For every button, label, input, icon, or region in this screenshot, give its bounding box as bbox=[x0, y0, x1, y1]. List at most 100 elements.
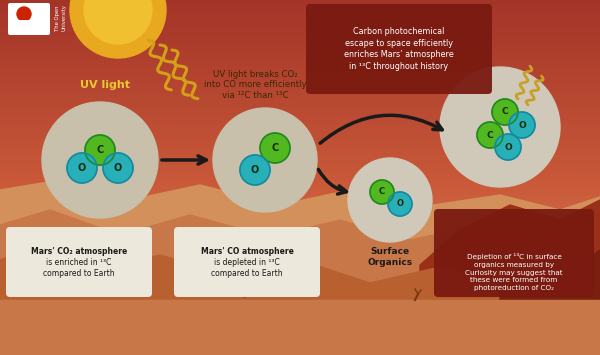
Bar bbox=[0, 191, 600, 195]
Bar bbox=[0, 280, 600, 284]
Bar bbox=[0, 4, 600, 9]
Bar bbox=[0, 324, 600, 328]
Circle shape bbox=[495, 134, 521, 160]
FancyBboxPatch shape bbox=[434, 209, 594, 297]
Polygon shape bbox=[0, 300, 600, 355]
Text: O: O bbox=[78, 163, 86, 173]
Text: The Open
University: The Open University bbox=[55, 5, 66, 32]
Bar bbox=[0, 342, 600, 346]
Bar bbox=[0, 142, 600, 146]
FancyBboxPatch shape bbox=[12, 20, 36, 34]
Bar bbox=[0, 13, 600, 18]
Text: is enriched in ¹³C
compared to Earth: is enriched in ¹³C compared to Earth bbox=[43, 258, 115, 278]
Bar bbox=[0, 89, 600, 93]
Bar bbox=[0, 102, 600, 106]
Bar bbox=[0, 111, 600, 115]
Bar bbox=[0, 320, 600, 324]
Bar bbox=[0, 49, 600, 53]
Bar bbox=[0, 213, 600, 217]
Circle shape bbox=[260, 133, 290, 163]
Bar bbox=[0, 351, 600, 355]
Bar bbox=[0, 115, 600, 120]
Bar bbox=[0, 186, 600, 191]
Bar bbox=[0, 124, 600, 129]
Bar bbox=[0, 262, 600, 266]
FancyBboxPatch shape bbox=[174, 227, 320, 297]
Bar bbox=[0, 288, 600, 293]
Bar bbox=[0, 222, 600, 226]
Circle shape bbox=[103, 153, 133, 183]
Polygon shape bbox=[0, 180, 600, 355]
Circle shape bbox=[492, 99, 518, 125]
Text: Depletion of ¹³C in surface
organics measured by
Curiosity may suggest that
thes: Depletion of ¹³C in surface organics mea… bbox=[465, 253, 563, 291]
Text: C: C bbox=[502, 108, 508, 116]
Bar bbox=[0, 71, 600, 75]
Bar bbox=[0, 328, 600, 333]
Bar bbox=[0, 36, 600, 40]
Bar bbox=[0, 195, 600, 200]
Bar bbox=[0, 217, 600, 222]
Polygon shape bbox=[500, 250, 600, 355]
Bar bbox=[0, 137, 600, 142]
Bar bbox=[0, 22, 600, 27]
Bar bbox=[0, 235, 600, 240]
Bar bbox=[0, 129, 600, 133]
Circle shape bbox=[67, 153, 97, 183]
Bar bbox=[0, 93, 600, 98]
Text: Surface
Organics: Surface Organics bbox=[367, 247, 413, 267]
Text: Mars' CO₂ atmosphere: Mars' CO₂ atmosphere bbox=[31, 247, 127, 256]
Bar bbox=[0, 80, 600, 84]
Bar bbox=[0, 346, 600, 351]
Bar bbox=[0, 155, 600, 160]
Bar bbox=[0, 31, 600, 36]
Polygon shape bbox=[0, 247, 600, 355]
Bar bbox=[0, 306, 600, 311]
Bar bbox=[0, 84, 600, 89]
Circle shape bbox=[213, 108, 317, 212]
Circle shape bbox=[17, 7, 31, 21]
Circle shape bbox=[70, 0, 166, 58]
Bar bbox=[0, 160, 600, 164]
Text: Carbon photochemical
escape to space efficiently
enriches Mars’ atmosphere
in ¹³: Carbon photochemical escape to space eff… bbox=[344, 27, 454, 71]
Bar bbox=[0, 164, 600, 169]
Bar bbox=[0, 9, 600, 13]
Bar bbox=[0, 311, 600, 315]
Text: UV light: UV light bbox=[80, 80, 130, 90]
Bar bbox=[0, 275, 600, 280]
Bar bbox=[0, 178, 600, 182]
Bar bbox=[0, 120, 600, 124]
Bar bbox=[0, 62, 600, 67]
Bar bbox=[0, 257, 600, 262]
Text: O: O bbox=[504, 142, 512, 152]
Circle shape bbox=[370, 180, 394, 204]
Circle shape bbox=[388, 192, 412, 216]
Bar bbox=[0, 173, 600, 178]
Circle shape bbox=[240, 155, 270, 185]
Polygon shape bbox=[420, 200, 600, 355]
Text: O: O bbox=[518, 120, 526, 130]
Circle shape bbox=[84, 0, 152, 44]
Bar bbox=[0, 98, 600, 102]
Bar bbox=[0, 40, 600, 44]
Bar bbox=[0, 200, 600, 204]
Bar bbox=[0, 284, 600, 288]
Bar bbox=[0, 253, 600, 257]
Bar bbox=[0, 67, 600, 71]
Bar bbox=[0, 244, 600, 248]
Bar bbox=[0, 0, 600, 4]
Bar bbox=[0, 333, 600, 337]
Bar bbox=[0, 302, 600, 306]
Text: C: C bbox=[379, 187, 385, 197]
Bar bbox=[0, 169, 600, 173]
Bar bbox=[0, 248, 600, 253]
Text: O: O bbox=[397, 200, 404, 208]
Circle shape bbox=[509, 112, 535, 138]
Text: C: C bbox=[487, 131, 493, 140]
Bar bbox=[0, 208, 600, 213]
Text: O: O bbox=[114, 163, 122, 173]
Bar bbox=[0, 133, 600, 137]
Bar bbox=[0, 293, 600, 297]
Text: C: C bbox=[271, 143, 278, 153]
Bar bbox=[0, 151, 600, 155]
Bar bbox=[0, 75, 600, 80]
